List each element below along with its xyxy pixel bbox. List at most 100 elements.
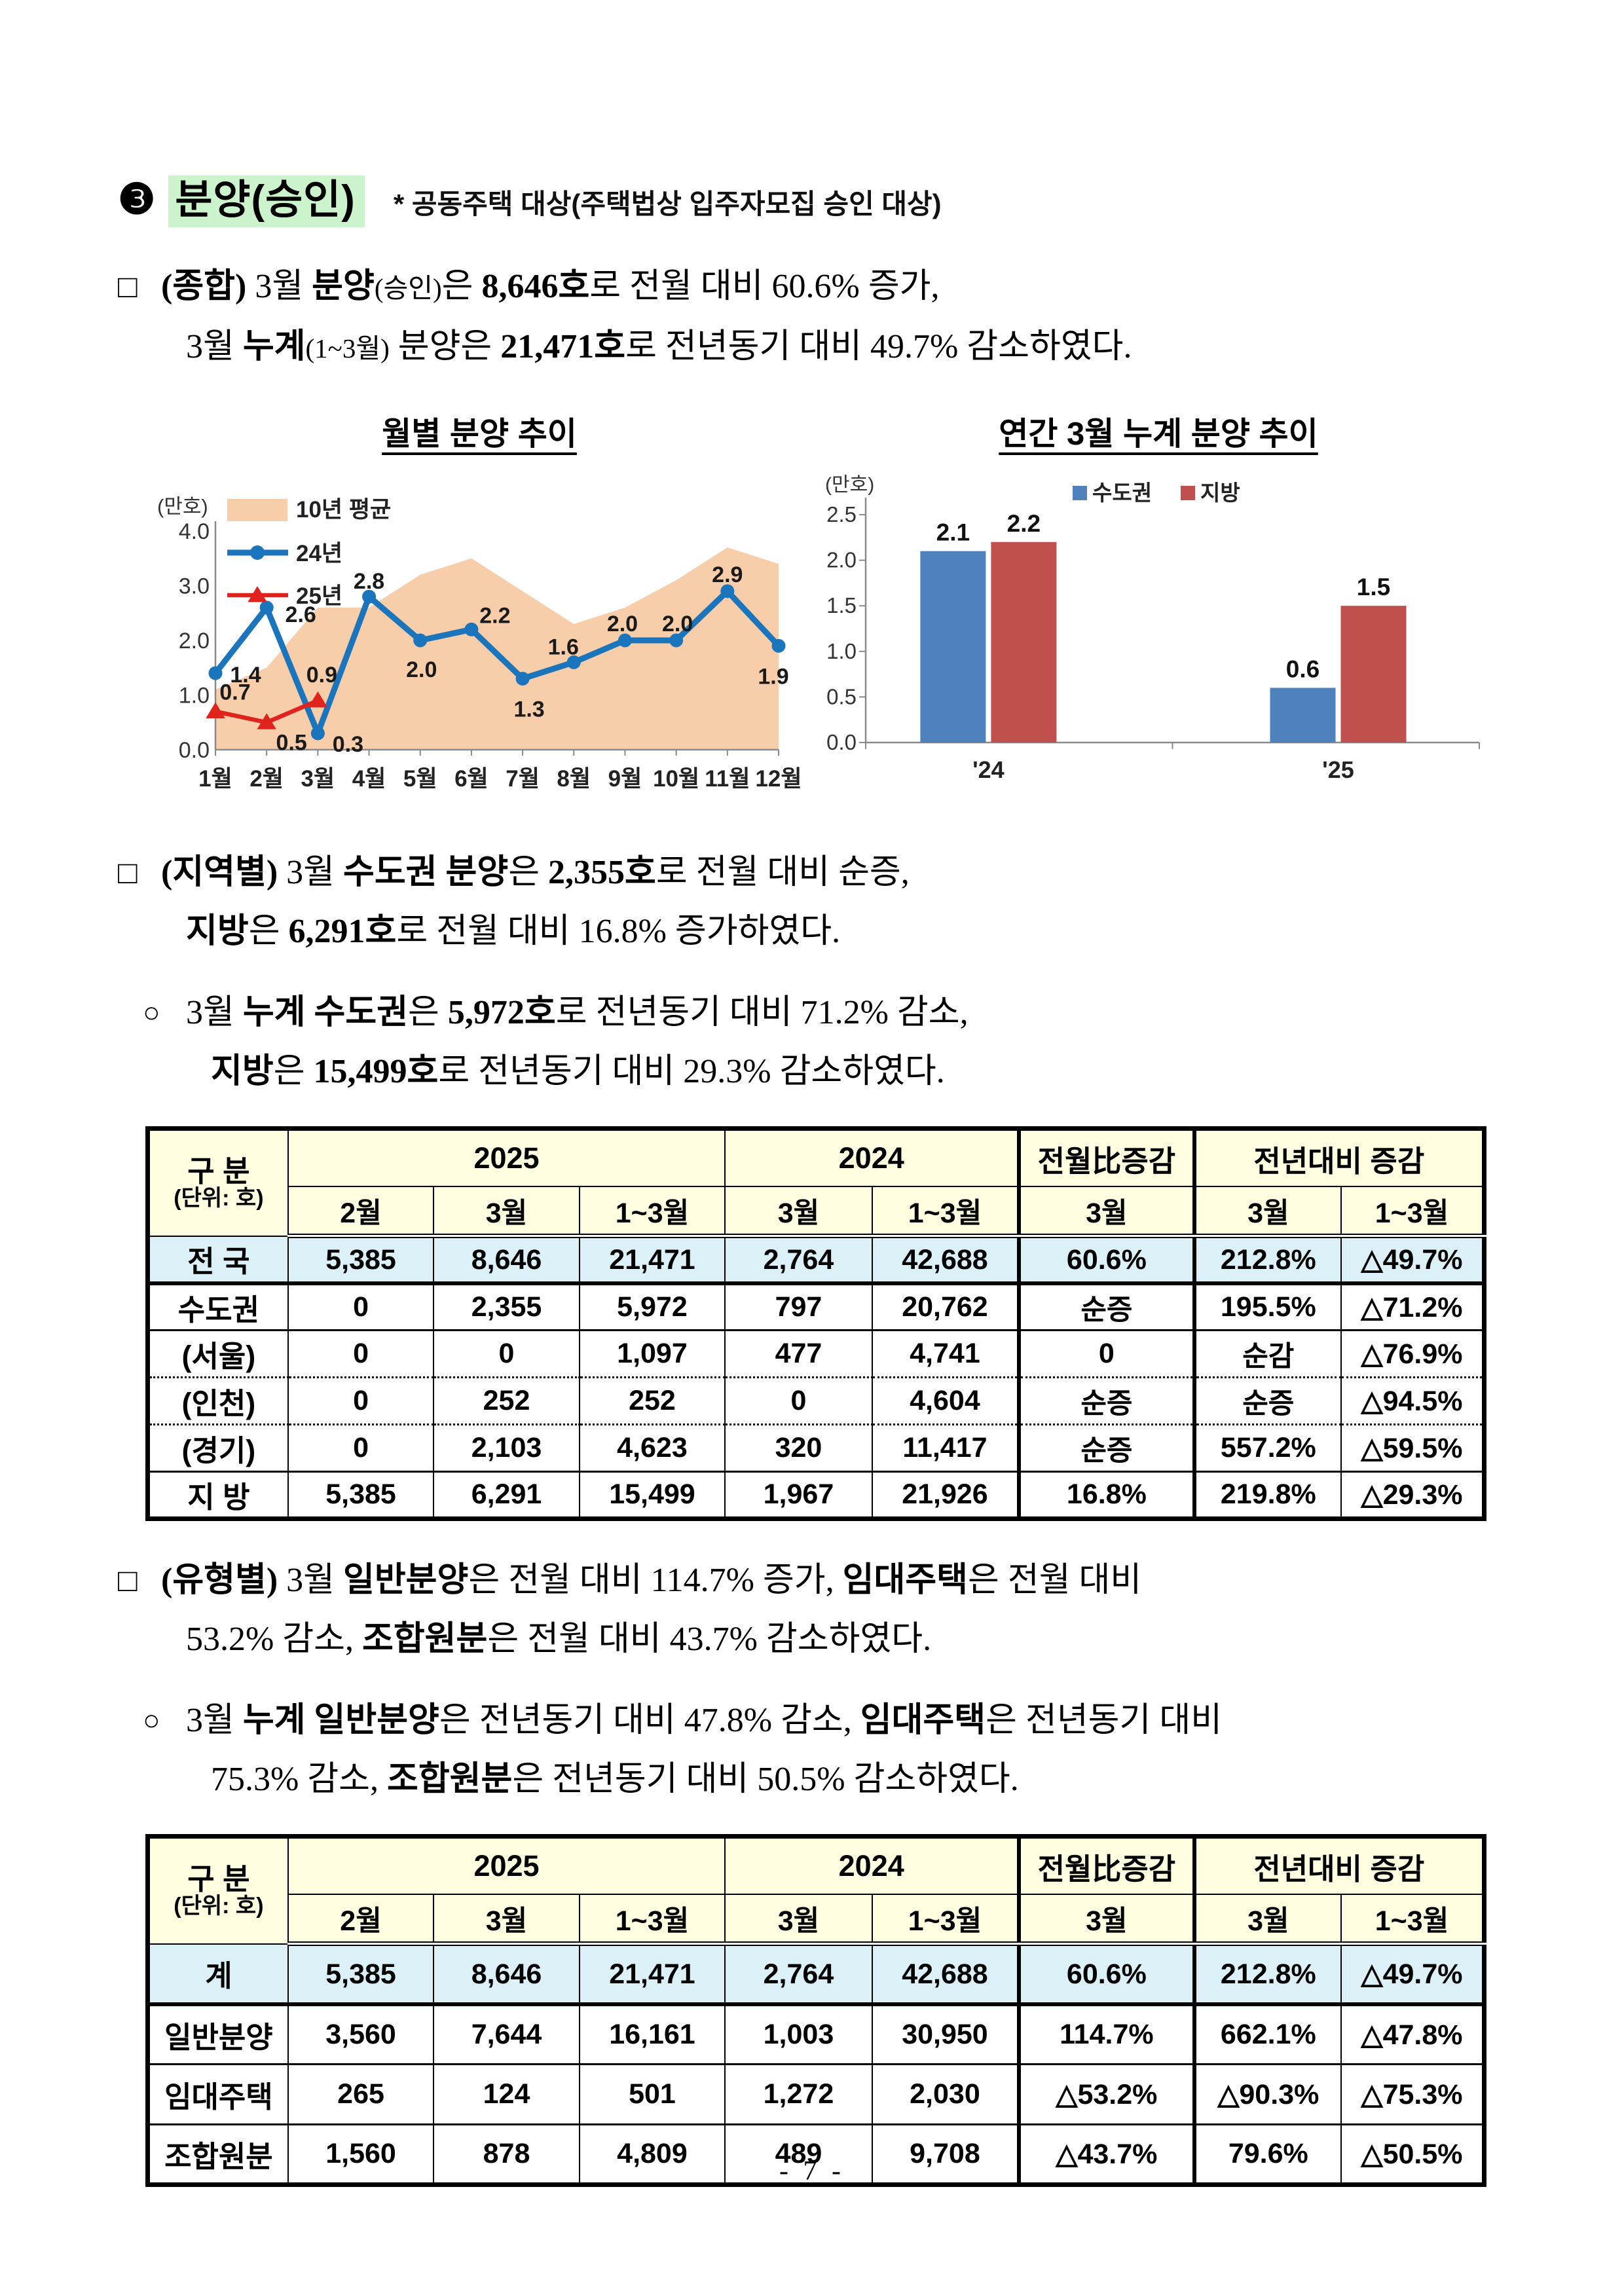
column-group-header: 2024 [724, 1835, 1020, 1895]
table-cell: 순증 [1192, 1376, 1342, 1426]
circle-marker [413, 633, 428, 648]
circle-marker [362, 589, 377, 604]
text-emphasis: 임대주택 [860, 1702, 986, 1740]
column-sub-header: 1~3월 [578, 1893, 726, 1947]
row-label: (인천) [147, 1376, 289, 1426]
table-cell: 1,560 [287, 2123, 435, 2186]
section-header: ❸ 분양(승인) * 공동주택 대상(주택법상 입주자모집 승인 대상) [118, 175, 1506, 228]
data-label: 0.3 [333, 732, 363, 757]
table-cell: 265 [287, 2063, 435, 2126]
data-label: 1.3 [513, 697, 544, 722]
table-cell: 42,688 [871, 1943, 1020, 2006]
y-tick-label: 1.0 [179, 684, 210, 708]
type-table: 구 분 (단위: 호) 2025 2024 전월比증감 전년대비 증감 2월 3월 1~3월 3월… [145, 1834, 1486, 2188]
text: 은 [408, 994, 448, 1032]
line-24년 [212, 588, 782, 737]
x-category-label: '24 [972, 756, 1005, 783]
table-cell: 1,003 [724, 2003, 873, 2066]
x-tick-label: 6월 [454, 766, 489, 792]
text: 3월 [186, 1702, 243, 1740]
unit-label: (만호) [825, 474, 874, 496]
table-cell: 2,030 [871, 2063, 1020, 2126]
paragraph-line: (종합) 3월 분양(승인)은 8,646호로 전월 대비 60.6% 증가, [161, 257, 1506, 318]
text: 은 [248, 913, 289, 951]
table-cell: 7,644 [433, 2003, 580, 2066]
text: 로 전월 대비 순증, [655, 854, 910, 892]
page-number: - 7 - [779, 2156, 845, 2186]
text-emphasis: 2,355호 [548, 854, 656, 892]
paragraph-type: □ (유형별) 3월 일반분양은 전월 대비 114.7% 증가, 임대주택은 … [118, 1551, 1506, 1669]
table-cell: 9,708 [871, 2123, 1020, 2186]
chart-annual: 연간 3월 누계 분양 추이 0.0 0.5 1.0 1.5 2.0 2.5 (만호) 수도권… [821, 408, 1496, 813]
paragraph-line: 75.3% 감소, 조합원분은 전년동기 대비 50.5% 감소하였다. [186, 1750, 1506, 1809]
legend-swatch [1073, 486, 1087, 501]
region-table: 구 분 (단위: 호) 2025 2024 전월比증감 전년대비 증감 2월 3월 1~3월 3월… [145, 1126, 1486, 1522]
table-cell: 15,499 [578, 1471, 726, 1520]
text: 은 전년동기 대비 [986, 1702, 1223, 1740]
text-emphasis: 5,972호 [447, 994, 556, 1032]
data-label: 1.6 [548, 635, 579, 660]
table-cell: 1,097 [578, 1329, 726, 1379]
text: 은 전년동기 대비 50.5% 감소하였다. [512, 1761, 1019, 1799]
monthly-line-chart: 0.0 1.0 2.0 3.0 4.0(만호) 1월 2월 3월 4월 5월 6월 7월 8월 9월 10월… [157, 495, 802, 792]
triangle-marker [206, 702, 225, 719]
y-tick-label: 4.0 [179, 519, 210, 544]
table-cell: 662.1% [1192, 2003, 1342, 2066]
column-sub-header: 2월 [287, 1893, 435, 1947]
table-cell: △49.7% [1340, 1943, 1485, 2006]
data-label: 2.9 [712, 562, 743, 587]
table-cell: △59.5% [1340, 1423, 1485, 1473]
table-row: (서울) 0 0 1,097 477 4,741 0 순감 △76.9% [147, 1329, 1485, 1379]
unit-label: (만호) [157, 495, 208, 518]
table-row: 수도권 0 2,355 5,972 797 20,762 순증 195.5% △71.2% [147, 1282, 1485, 1332]
table-cell: 0 [724, 1376, 873, 1426]
table-cell: 878 [433, 2123, 580, 2186]
y-tick-label: 0.5 [826, 685, 857, 709]
table-row: 지 방 5,385 6,291 15,499 1,967 21,926 16.8% 219.8… [147, 1471, 1485, 1520]
circle-marker [720, 584, 735, 598]
table-cell: 60.6% [1017, 1235, 1195, 1285]
x-tick-label: 8월 [557, 766, 591, 792]
triangle-marker [308, 691, 328, 708]
area-10yr-average [215, 547, 779, 750]
table-cell: 16.8% [1017, 1471, 1195, 1520]
circle-marker [515, 672, 530, 686]
x-tick-label: 2월 [249, 766, 284, 792]
table-cell: 6,291 [433, 1471, 580, 1520]
text-emphasis: 수도권 분양 [343, 854, 509, 892]
column-group-header: 전월比증감 [1017, 1835, 1195, 1895]
text-emphasis: 일반분양 [343, 1562, 469, 1600]
table-cell: 20,762 [871, 1282, 1020, 1332]
paragraph-region-cumulative: ○ 3월 누계 수도권은 5,972호로 전년동기 대비 71.2% 감소, 지방… [143, 983, 1506, 1101]
data-label: 2.2 [1007, 510, 1041, 537]
y-tick-label: 0.0 [179, 738, 210, 763]
table-cell: 320 [724, 1423, 873, 1473]
table-cell: △94.5% [1340, 1376, 1485, 1426]
bar-수도권 [1270, 688, 1336, 743]
data-label: 0.5 [276, 731, 307, 756]
text-emphasis: 지방 [186, 913, 249, 951]
text-emphasis: 조합원분 [387, 1761, 513, 1799]
text: 3월 [186, 328, 243, 366]
column-header-category: 구 분 (단위: 호) [147, 1128, 289, 1237]
x-tick-label: 5월 [403, 766, 437, 792]
column-sub-header: 3월 [433, 1185, 580, 1239]
circle-marker [464, 623, 479, 637]
text-emphasis: 누계 일반분양 [242, 1702, 439, 1740]
text: 은 [508, 854, 549, 892]
table-cell: 797 [724, 1282, 873, 1332]
text-emphasis: (유형별) [161, 1562, 278, 1600]
column-sub-header: 3월 [433, 1893, 580, 1947]
table-cell: 8,646 [433, 1235, 580, 1285]
table-cell: 219.8% [1192, 1471, 1342, 1520]
data-label: 2.0 [607, 612, 638, 636]
paragraph-line: 지방은 6,291호로 전월 대비 16.8% 증가하였다. [161, 902, 1506, 961]
text: 로 전월 대비 16.8% 증가하였다. [396, 913, 841, 951]
row-label: 계 [147, 1943, 289, 2006]
table-cell: 30,950 [871, 2003, 1020, 2066]
text: 3월 [246, 268, 312, 306]
text-emphasis: 분양 [312, 268, 375, 306]
data-label: 0.7 [219, 680, 250, 705]
bar-수도권 [920, 551, 986, 743]
data-label: 2.6 [286, 602, 316, 627]
